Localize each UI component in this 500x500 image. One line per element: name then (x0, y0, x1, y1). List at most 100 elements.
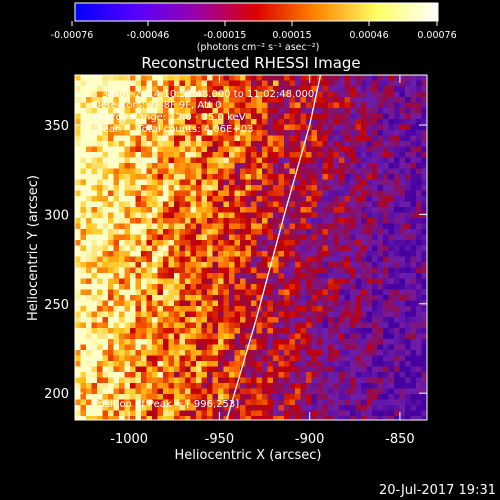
heatmap-cell (278, 102, 285, 109)
heatmap-cell (218, 289, 224, 296)
heatmap-cell (267, 344, 274, 351)
heatmap-cell (196, 366, 202, 373)
colorbar-tick-label: 0.00046 (349, 30, 388, 41)
heatmap-cell (146, 234, 153, 241)
heatmap-cell (366, 86, 373, 92)
heatmap-cell (344, 135, 351, 142)
heatmap-cell (185, 201, 191, 208)
heatmap-cell (97, 130, 103, 136)
heatmap-cell (91, 273, 98, 279)
heatmap-cell (234, 311, 241, 318)
heatmap-cell (366, 377, 373, 384)
heatmap-cell (339, 196, 345, 202)
heatmap-cell (421, 75, 427, 81)
heatmap-cell (278, 229, 285, 235)
heatmap-cell (119, 119, 125, 125)
heatmap-cell (157, 174, 164, 180)
heatmap-cell (328, 350, 334, 356)
heatmap-cell (410, 300, 417, 307)
heatmap-cell (97, 306, 103, 312)
heatmap-cell (284, 141, 290, 147)
heatmap-cell (190, 295, 197, 301)
heatmap-cell (207, 273, 213, 279)
heatmap-cell (306, 113, 312, 120)
heatmap-cell (97, 91, 103, 98)
heatmap-cell (267, 339, 274, 345)
heatmap-cell (119, 152, 125, 158)
heatmap-cell (168, 333, 175, 340)
heatmap-cell (317, 218, 323, 224)
heatmap-cell (119, 201, 125, 208)
heatmap-cell (328, 311, 334, 318)
heatmap-cell (141, 322, 147, 329)
heatmap-cell (410, 284, 417, 290)
heatmap-cell (372, 168, 378, 175)
heatmap-cell (311, 372, 318, 378)
heatmap-cell (394, 229, 400, 235)
heatmap-cell (372, 157, 378, 164)
heatmap-cell (207, 300, 213, 307)
heatmap-cell (113, 152, 120, 158)
heatmap-cell (196, 185, 202, 191)
heatmap-cell (108, 146, 114, 153)
heatmap-cell (179, 361, 186, 367)
heatmap-cell (146, 344, 153, 351)
heatmap-cell (399, 113, 406, 120)
heatmap-cell (234, 124, 241, 131)
heatmap-cell (377, 201, 384, 208)
heatmap-cell (179, 201, 186, 208)
heatmap-cell (91, 377, 98, 384)
heatmap-cell (278, 119, 285, 125)
heatmap-cell (295, 168, 301, 175)
heatmap-cell (306, 322, 312, 329)
heatmap-cell (196, 201, 202, 208)
heatmap-cell (355, 218, 362, 224)
heatmap-cell (174, 278, 180, 285)
heatmap-cell (405, 185, 411, 191)
heatmap-cell (179, 300, 186, 307)
heatmap-cell (394, 311, 400, 318)
heatmap-cell (295, 245, 301, 252)
heatmap-cell (377, 245, 384, 252)
heatmap-cell (361, 207, 367, 213)
heatmap-cell (306, 388, 312, 395)
heatmap-cell (328, 333, 334, 340)
heatmap-cell (262, 196, 268, 202)
heatmap-cell (289, 179, 296, 186)
heatmap-cell (119, 86, 125, 92)
heatmap-cell (317, 212, 323, 219)
heatmap-cell (306, 108, 312, 114)
heatmap-cell (361, 262, 367, 268)
heatmap-cell (102, 152, 109, 158)
heatmap-cell (295, 366, 301, 373)
heatmap-cell (75, 152, 81, 158)
heatmap-cell (355, 394, 362, 400)
heatmap-cell (130, 212, 136, 219)
heatmap-cell (339, 383, 345, 389)
heatmap-cell (207, 311, 213, 318)
heatmap-cell (152, 223, 158, 230)
heatmap-cell (278, 97, 285, 103)
heatmap-cell (229, 394, 235, 400)
heatmap-cell (421, 317, 427, 323)
heatmap-cell (289, 251, 296, 257)
heatmap-cell (377, 251, 384, 257)
heatmap-cell (350, 174, 356, 180)
heatmap-cell (223, 300, 230, 307)
heatmap-cell (207, 190, 213, 197)
heatmap-cell (256, 234, 263, 241)
heatmap-cell (421, 405, 427, 411)
heatmap-cell (245, 339, 252, 345)
heatmap-cell (372, 256, 378, 263)
heatmap-cell (80, 350, 87, 356)
heatmap-cell (229, 416, 235, 420)
heatmap-cell (333, 130, 340, 136)
heatmap-cell (174, 185, 180, 191)
heatmap-cell (366, 218, 373, 224)
heatmap-cell (174, 306, 180, 312)
heatmap-cell (355, 251, 362, 257)
heatmap-cell (289, 108, 296, 114)
heatmap-cell (113, 240, 120, 246)
heatmap-cell (245, 317, 252, 323)
heatmap-cell (350, 405, 356, 411)
